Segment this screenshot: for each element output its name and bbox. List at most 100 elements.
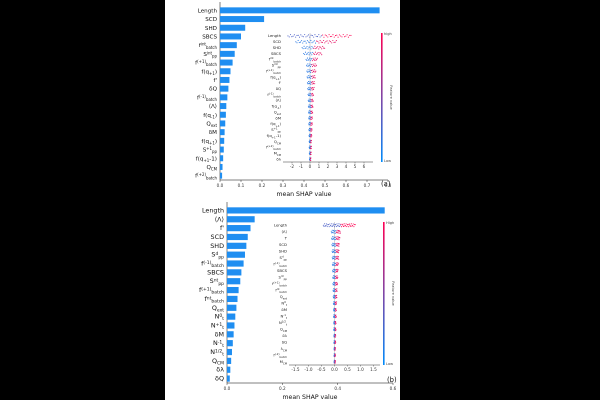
panel-1-inset-point — [339, 237, 341, 239]
panel-0-inset-point — [311, 123, 313, 125]
panel-0-inset-point — [297, 34, 299, 36]
panel-1-inset-point — [345, 223, 347, 225]
panel-1-inset-point — [335, 245, 337, 247]
panel-0-bar-label: f' — [213, 78, 217, 84]
panel-0-inset-point — [308, 95, 310, 97]
panel-1-inset-x-tick-label: 0.0 — [331, 367, 338, 372]
panel-0-inset-point — [307, 48, 309, 50]
panel-1-inset-point — [335, 329, 337, 331]
panel-0-inset-point — [313, 47, 315, 50]
panel-0-inset-background — [265, 30, 390, 170]
panel-0-inset-feature-label: f(q+1) — [270, 121, 281, 128]
panel-0-inset-point — [310, 145, 313, 147]
panel-1-inset-point — [336, 251, 338, 253]
panel-1-bar-label: SHD — [210, 242, 224, 250]
panel-1-inset-point — [332, 289, 334, 291]
panel-0-inset-point — [340, 35, 342, 37]
panel-1-inset-point — [333, 303, 335, 305]
panel-1-inset-point — [333, 277, 335, 279]
panel-0-inset-point — [315, 70, 317, 72]
panel-1-bar-label: Sdpp​ — [211, 251, 224, 261]
panel-1-inset-point — [333, 342, 336, 344]
panel-0-inset-point — [311, 54, 313, 56]
panel-1-inset-feature-label: f(-2)batch​ — [273, 352, 287, 359]
panel-1-inset-point — [337, 264, 339, 266]
panel-0-inset-point — [320, 35, 322, 37]
panel-0-inset-point — [308, 140, 310, 143]
panel-1-label: (b) — [387, 376, 397, 384]
panel-0-inset-point — [306, 59, 308, 61]
panel-1-inset-point — [335, 271, 337, 273]
panel-0-inset-point — [321, 41, 323, 43]
panel-0-inset-point — [309, 81, 311, 83]
panel-0-inset-point — [328, 34, 330, 36]
panel-0-inset-point — [310, 95, 312, 97]
panel-0-inset-point — [311, 89, 313, 91]
panel-0-inset-point — [308, 86, 310, 88]
panel-1-inset-point — [338, 245, 340, 247]
panel-1-inset-point — [336, 288, 338, 290]
panel-1-inset-point — [333, 335, 336, 337]
panel-0-inset-point — [304, 47, 306, 49]
panel-1-bar-label: f(-1)batch​ — [201, 260, 224, 270]
panel-0-inset-point — [313, 88, 315, 91]
panel-1-inset-point — [333, 229, 335, 232]
panel-1-inset-point — [333, 255, 335, 258]
panel-1-inset-point — [333, 309, 336, 311]
panel-1-colorbar-title: Feature value — [391, 281, 395, 306]
panel-0-inset-point — [308, 104, 310, 106]
panel-1-inset-point — [338, 243, 340, 245]
panel-0-inset-point — [314, 75, 316, 77]
panel-0-inset-point — [304, 34, 306, 36]
panel-1-bar — [227, 304, 237, 311]
panel-1-inset-point — [335, 226, 337, 228]
panel-1-inset-point — [335, 309, 337, 312]
panel-0-inset-point — [308, 135, 310, 137]
panel-0-inset-point — [308, 111, 310, 113]
panel-1-inset-point — [332, 309, 335, 311]
panel-0-inset-point — [308, 70, 310, 72]
panel-0-bar — [220, 103, 227, 110]
panel-0-inset-point — [309, 98, 311, 100]
panel-0-inset-point — [306, 53, 308, 55]
panel-1-inset-point — [338, 249, 340, 252]
panel-1-inset-point — [335, 316, 337, 318]
panel-0-inset-point — [308, 82, 311, 84]
panel-0-inset-point — [306, 45, 308, 48]
panel-0-inset-point — [311, 75, 313, 77]
panel-1-inset-point — [335, 314, 337, 316]
panel-1-inset-point — [348, 223, 350, 225]
panel-0-inset-point — [311, 122, 313, 124]
panel-0-inset-point — [336, 34, 338, 36]
panel-0-inset-point — [310, 39, 312, 42]
panel-1-inset-point — [334, 347, 336, 349]
panel-1-inset-point — [335, 278, 337, 280]
panel-1-inset-point — [334, 256, 336, 258]
panel-0-inset-point — [311, 98, 313, 100]
panel-0-inset-point — [311, 83, 313, 85]
panel-0-inset-point — [312, 87, 314, 89]
panel-1-inset-point — [335, 249, 337, 251]
panel-0-inset-point — [306, 65, 308, 67]
panel-0-inset-point — [308, 59, 310, 61]
panel-0-inset-point — [314, 69, 316, 71]
panel-1-inset-point — [332, 281, 335, 283]
panel-0-inset-point — [312, 92, 314, 95]
panel-0-inset-point — [316, 36, 319, 38]
panel-0-inset-point — [312, 63, 314, 65]
panel-0-inset-point — [308, 117, 310, 119]
panel-1-bar — [227, 278, 241, 285]
panel-0-x-tick-label: 0.4 — [301, 183, 308, 188]
panel-1-inset-feature-label: N-1t​ — [280, 313, 287, 320]
panel-0-inset-point — [309, 94, 311, 96]
panel-0-bar — [220, 16, 265, 23]
panel-1-inset-point — [335, 229, 337, 232]
panel-0-inset-point — [308, 146, 310, 148]
panel-0-inset-feature-label: SCD — [273, 39, 281, 44]
panel-0-inset-point — [311, 101, 313, 103]
panel-1-inset-point — [337, 231, 339, 233]
panel-1-inset-point — [333, 262, 335, 264]
panel-1-inset-point — [337, 263, 339, 265]
panel-0-inset-point — [313, 53, 316, 55]
panel-0-x-tick-label: 0.1 — [238, 183, 245, 188]
